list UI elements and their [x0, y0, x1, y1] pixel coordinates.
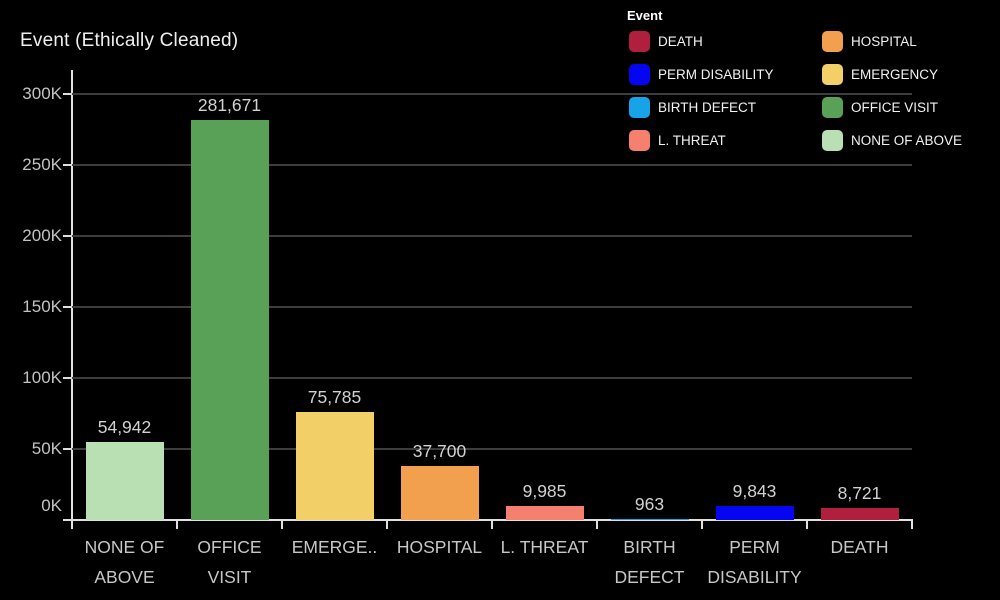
legend-item-label: HOSPITAL [851, 34, 917, 49]
legend-item-label: BIRTH DEFECT [658, 100, 757, 115]
x-label-none-of-above[interactable]: NONE OF ABOVE [67, 532, 183, 592]
x-label-perm-disability[interactable]: PERM DISABILITY [697, 532, 813, 592]
value-label-perm-disability: 9,843 [732, 481, 777, 502]
bar-birth-defect[interactable] [610, 518, 689, 520]
y-tick-100k [63, 377, 71, 379]
legend-swatch-hospital [822, 31, 843, 52]
x-boundary-tick [911, 521, 913, 529]
y-tick-label-300k: 300K [22, 84, 62, 103]
bar-hospital[interactable] [400, 466, 479, 520]
x-boundary-tick [701, 521, 703, 529]
bar-none-of-above[interactable] [85, 441, 164, 520]
x-boundary-tick [596, 521, 598, 529]
legend-item-label: L. THREAT [658, 133, 726, 148]
value-label-l-threat: 9,985 [522, 480, 567, 501]
legend-item-none-of-above[interactable]: NONE OF ABOVE [822, 130, 962, 151]
x-label-line: DEFECT [614, 567, 685, 587]
legend-item-label: NONE OF ABOVE [851, 133, 963, 148]
x-label-line: L. THREAT [500, 537, 589, 557]
gridline-300k [72, 93, 912, 95]
legend-item-label: EMERGENCY [851, 67, 939, 82]
x-boundary-tick [176, 521, 178, 529]
gridline-100k [72, 377, 912, 379]
value-label-hospital: 37,700 [412, 441, 467, 462]
legend-swatch-birth-defect [629, 97, 650, 118]
value-label-emergency: 75,785 [307, 387, 362, 408]
x-label-line: HOSPITAL [396, 537, 483, 557]
legend-swatch-emergency [822, 64, 843, 85]
gridline-150k [72, 306, 912, 308]
legend-item-label: DEATH [658, 34, 703, 49]
y-tick-300k [63, 93, 71, 95]
x-label-line: DEATH [830, 537, 889, 557]
legend-item-office-visit[interactable]: OFFICE VISIT [822, 97, 938, 118]
x-boundary-tick [71, 521, 73, 529]
x-boundary-tick [386, 521, 388, 529]
gridline-50k [72, 448, 912, 450]
bar-death[interactable] [820, 507, 899, 520]
x-label-office-visit[interactable]: OFFICE VISIT [172, 532, 288, 592]
legend-item-l-threat[interactable]: L. THREAT [629, 130, 726, 151]
y-axis-line [71, 70, 73, 521]
value-label-death: 8,721 [837, 482, 882, 503]
value-label-birth-defect: 963 [634, 493, 665, 514]
legend-item-hospital[interactable]: HOSPITAL [822, 31, 917, 52]
legend-item-death[interactable]: DEATH [629, 31, 703, 52]
legend-swatch-office-visit [822, 97, 843, 118]
y-tick-label-200k: 200K [22, 226, 62, 245]
bar-office-visit[interactable] [190, 120, 269, 520]
gridline-200k [72, 235, 912, 237]
y-tick-label-100k: 100K [22, 368, 62, 387]
legend-item-perm-disability[interactable]: PERM DISABILITY [629, 64, 774, 85]
x-label-line: VISIT [207, 567, 252, 587]
x-boundary-tick [491, 521, 493, 529]
legend-item-emergency[interactable]: EMERGENCY [822, 64, 938, 85]
y-tick-label-150k: 150K [22, 297, 62, 316]
legend-title: Event [627, 8, 663, 23]
legend-swatch-death [629, 31, 650, 52]
x-label-line: NONE OF [84, 537, 165, 557]
y-tick-label-50k: 50K [31, 439, 62, 458]
gridline-250k [72, 164, 912, 166]
legend-swatch-perm-disability [629, 64, 650, 85]
y-tick-150k [63, 306, 71, 308]
y-tick-50k [63, 448, 71, 450]
chart-title: Event (Ethically Cleaned) [20, 30, 239, 51]
y-tick-label-250k: 250K [22, 155, 62, 174]
x-label-line: EMERGE.. [291, 537, 378, 557]
x-label-line: BIRTH [623, 537, 676, 557]
y-tick-250k [63, 164, 71, 166]
x-label-emergency[interactable]: EMERGE.. [277, 532, 393, 562]
x-boundary-tick [281, 521, 283, 529]
y-tick-label-0k: 0K [41, 496, 62, 515]
legend-swatch-l-threat [629, 130, 650, 151]
x-axis-line [71, 519, 913, 521]
x-label-l-threat[interactable]: L. THREAT [487, 532, 603, 562]
x-label-line: PERM [729, 537, 780, 557]
legend-item-label: PERM DISABILITY [658, 67, 774, 82]
x-label-death[interactable]: DEATH [802, 532, 918, 562]
value-label-none-of-above: 54,942 [97, 416, 152, 437]
bar-emergency[interactable] [295, 412, 374, 520]
y-tick-0k [63, 519, 71, 521]
x-label-birth-defect[interactable]: BIRTH DEFECT [592, 532, 708, 592]
x-label-hospital[interactable]: HOSPITAL [382, 532, 498, 562]
x-boundary-tick [806, 521, 808, 529]
bar-perm-disability[interactable] [715, 506, 794, 520]
value-label-office-visit: 281,671 [197, 95, 262, 116]
legend-item-birth-defect[interactable]: BIRTH DEFECT [629, 97, 756, 118]
x-label-line: DISABILITY [707, 567, 802, 587]
x-label-line: ABOVE [94, 567, 155, 587]
bar-l-threat[interactable] [505, 505, 584, 520]
x-label-line: OFFICE [197, 537, 262, 557]
legend-item-label: OFFICE VISIT [851, 100, 939, 115]
legend-swatch-none-of-above [822, 130, 843, 151]
y-tick-200k [63, 235, 71, 237]
